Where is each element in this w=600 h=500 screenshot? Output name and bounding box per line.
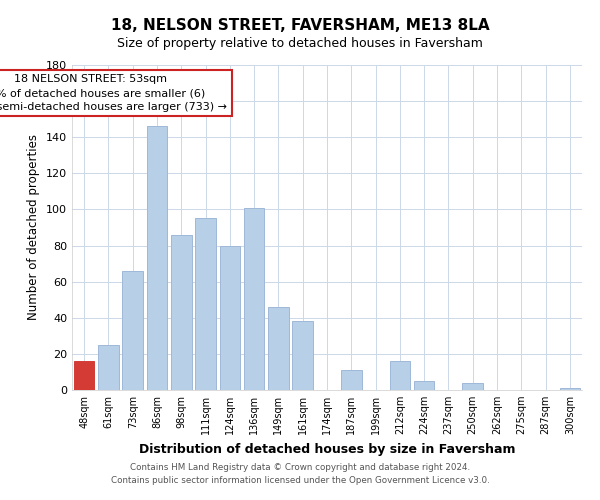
Bar xyxy=(244,208,265,390)
Bar xyxy=(74,361,94,390)
Bar xyxy=(268,307,289,390)
Y-axis label: Number of detached properties: Number of detached properties xyxy=(28,134,40,320)
Bar xyxy=(463,383,483,390)
Bar xyxy=(195,218,216,390)
Bar xyxy=(146,126,167,390)
Bar xyxy=(98,345,119,390)
Text: Size of property relative to detached houses in Faversham: Size of property relative to detached ho… xyxy=(117,38,483,51)
Bar xyxy=(341,370,362,390)
Text: Contains HM Land Registry data © Crown copyright and database right 2024.
Contai: Contains HM Land Registry data © Crown c… xyxy=(110,464,490,485)
X-axis label: Distribution of detached houses by size in Faversham: Distribution of detached houses by size … xyxy=(139,442,515,456)
Bar xyxy=(171,234,191,390)
Text: 18, NELSON STREET, FAVERSHAM, ME13 8LA: 18, NELSON STREET, FAVERSHAM, ME13 8LA xyxy=(110,18,490,32)
Text: 18 NELSON STREET: 53sqm
← 1% of detached houses are smaller (6)
99% of semi-deta: 18 NELSON STREET: 53sqm ← 1% of detached… xyxy=(0,74,227,112)
Bar xyxy=(560,388,580,390)
Bar xyxy=(220,246,240,390)
Bar xyxy=(414,381,434,390)
Bar xyxy=(389,361,410,390)
Bar xyxy=(292,322,313,390)
Bar xyxy=(122,271,143,390)
